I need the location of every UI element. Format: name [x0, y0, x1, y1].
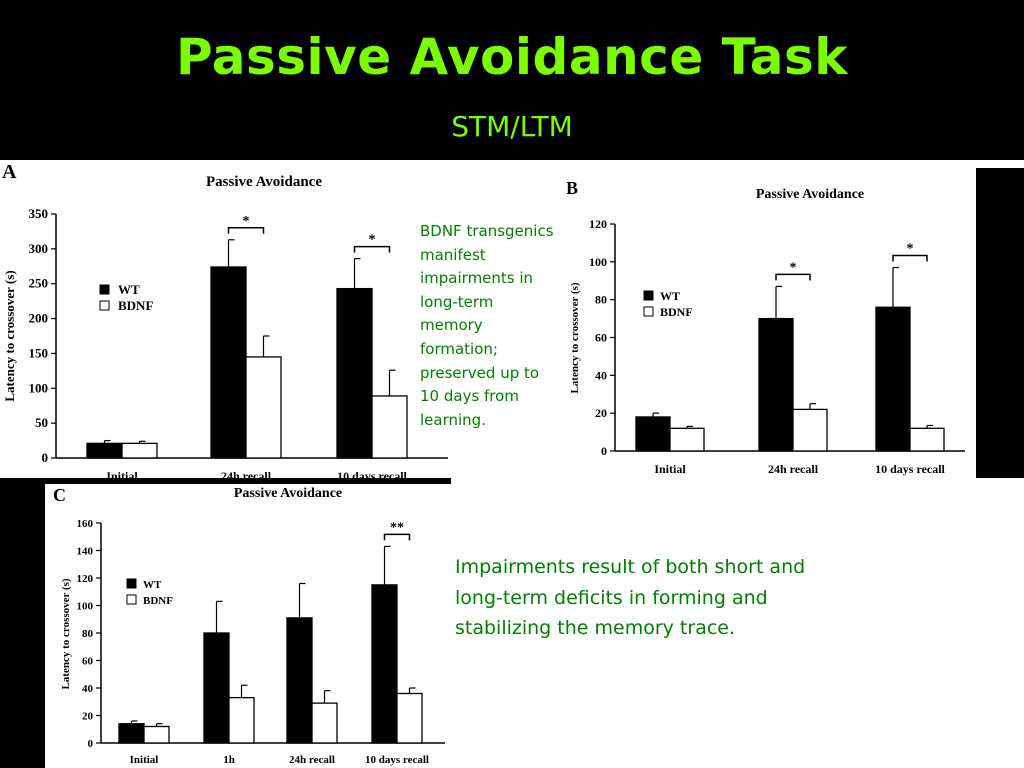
- chart-a-svg: A Passive Avoidance Latency to crossover (…: [2, 161, 448, 478]
- chart-title: Passive Avoidance: [206, 174, 322, 190]
- bar-bdnf: [143, 725, 170, 744]
- chart-title: Passive Avoidance: [756, 187, 864, 202]
- y-axis-label: Latency to crossover (s): [2, 270, 17, 401]
- y-axis-label: Latency to crossover (s): [569, 282, 581, 393]
- note-background: [451, 478, 1024, 768]
- y-tick-label: 300: [29, 241, 49, 256]
- significance-marker: **: [390, 520, 404, 535]
- chart-panel-c: C Passive Avoidance Latency to crossover (…: [45, 484, 451, 768]
- y-tick-label: 40: [595, 368, 607, 382]
- significance-marker: *: [790, 260, 797, 275]
- bar-wt: [758, 317, 794, 452]
- slide-subtitle: STM/LTM: [451, 110, 573, 143]
- y-tick-label: 50: [35, 415, 48, 430]
- legend-swatch-wt: [99, 284, 110, 295]
- legend-label-bdnf: BDNF: [660, 305, 693, 319]
- bar-bdnf: [228, 696, 255, 744]
- chart-title: Passive Avoidance: [234, 486, 342, 501]
- chart-b-svg: B Passive Avoidance Latency to crossover (…: [566, 178, 965, 476]
- bar-bdnf: [245, 356, 282, 459]
- legend-swatch-wt: [126, 578, 137, 589]
- y-tick-label: 0: [601, 444, 607, 458]
- chart-panel-b: B Passive Avoidance Latency to crossover (…: [560, 168, 976, 478]
- note-deficits: Impairments result of both short and lon…: [455, 556, 806, 639]
- significance-bracket: [383, 533, 411, 541]
- x-category-label: 1h: [223, 754, 235, 766]
- y-tick-label: 40: [82, 683, 94, 695]
- y-tick-label: 160: [77, 518, 94, 530]
- y-tick-label: 200: [29, 311, 49, 326]
- bar-bdnf: [669, 427, 705, 452]
- y-tick-label: 0: [42, 450, 49, 465]
- legend-label-bdnf: BDNF: [143, 595, 173, 607]
- legend-label-wt: WT: [660, 289, 680, 303]
- bar-wt: [118, 723, 145, 744]
- y-tick-label: 100: [589, 255, 607, 269]
- bar-bdnf: [121, 442, 158, 459]
- bar-wt: [875, 306, 911, 452]
- y-tick-label: 100: [77, 601, 94, 613]
- note-ltm-impairment: BDNF transgenics manifest impairments in…: [420, 222, 554, 429]
- significance-bracket: [775, 273, 811, 281]
- bar-wt: [203, 632, 230, 744]
- y-tick-label: 0: [88, 738, 94, 750]
- significance-bracket: [892, 254, 928, 262]
- legend-swatch-wt: [643, 290, 654, 301]
- y-tick-label: 20: [82, 711, 94, 723]
- slide-title: Passive Avoidance Task: [175, 28, 849, 86]
- bar-wt: [635, 416, 671, 452]
- legend-swatch-bdnf: [126, 594, 137, 605]
- slide-header: Passive Avoidance Task STM/LTM: [0, 0, 1024, 160]
- x-category-label: Initial: [654, 462, 686, 476]
- bar-wt: [286, 617, 313, 744]
- x-category-label: 24h recall: [221, 469, 272, 478]
- legend-label-bdnf: BDNF: [118, 298, 153, 313]
- x-category-label: 10 days recall: [365, 754, 429, 766]
- x-category-label: 24h recall: [289, 754, 335, 766]
- bar-bdnf: [371, 395, 408, 459]
- x-category-label: 24h recall: [768, 462, 819, 476]
- y-tick-label: 250: [29, 276, 49, 291]
- y-axis-label: Latency to crossover (s): [60, 578, 72, 689]
- panel-letter: C: [53, 485, 66, 505]
- white-content-strip: [450, 160, 1024, 168]
- x-category-label: 10 days recall: [337, 469, 407, 478]
- significance-marker: *: [369, 233, 376, 248]
- legend-swatch-bdnf: [99, 300, 110, 311]
- legend-label-wt: WT: [143, 579, 162, 591]
- panel-letter: B: [566, 178, 578, 198]
- y-tick-label: 150: [29, 345, 49, 360]
- significance-bracket: [353, 245, 391, 253]
- bar-wt: [86, 442, 123, 459]
- y-tick-label: 140: [77, 546, 94, 558]
- bar-bdnf: [792, 408, 828, 452]
- chart-panel-a: A Passive Avoidance Latency to crossover (…: [0, 160, 450, 478]
- legend-label-wt: WT: [118, 282, 140, 297]
- y-tick-label: 120: [589, 217, 607, 231]
- y-tick-label: 100: [29, 380, 49, 395]
- x-category-label: Initial: [130, 754, 159, 766]
- bar-wt: [336, 287, 373, 459]
- significance-marker: *: [243, 214, 250, 229]
- chart-c-svg: C Passive Avoidance Latency to crossover (…: [53, 485, 445, 766]
- y-tick-label: 80: [82, 628, 94, 640]
- y-tick-label: 350: [29, 206, 49, 221]
- y-tick-label: 60: [82, 656, 94, 668]
- bar-bdnf: [396, 692, 423, 744]
- y-tick-label: 60: [595, 331, 607, 345]
- panel-letter: A: [2, 161, 17, 183]
- bar-bdnf: [909, 427, 945, 452]
- y-tick-label: 80: [595, 293, 607, 307]
- y-tick-label: 20: [595, 406, 607, 420]
- significance-marker: *: [907, 242, 914, 257]
- x-category-label: Initial: [106, 469, 138, 478]
- y-tick-label: 120: [77, 573, 94, 585]
- bar-wt: [371, 584, 398, 744]
- significance-bracket: [227, 227, 265, 234]
- bar-wt: [210, 266, 247, 459]
- legend-swatch-bdnf: [643, 306, 654, 317]
- x-category-label: 10 days recall: [875, 462, 945, 476]
- bar-bdnf: [311, 702, 338, 744]
